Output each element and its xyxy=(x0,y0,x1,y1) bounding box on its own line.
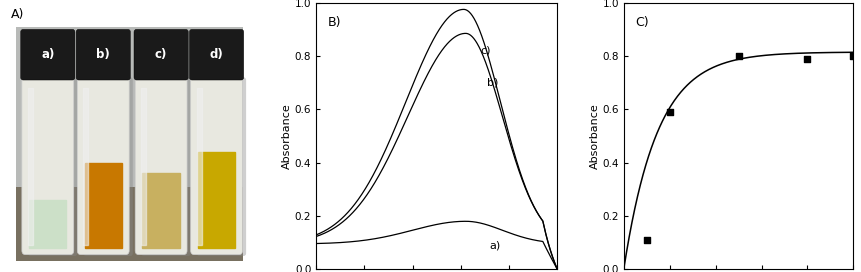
FancyBboxPatch shape xyxy=(133,29,188,80)
Bar xyxy=(29,200,66,248)
Point xyxy=(731,54,745,58)
Text: C): C) xyxy=(635,16,648,29)
Point xyxy=(639,238,653,242)
Y-axis label: Absorbance: Absorbance xyxy=(282,103,292,169)
FancyBboxPatch shape xyxy=(141,77,190,256)
Text: b): b) xyxy=(96,48,110,61)
FancyBboxPatch shape xyxy=(135,73,187,255)
Bar xyxy=(196,88,201,245)
Text: a): a) xyxy=(41,48,54,61)
Bar xyxy=(84,163,121,248)
FancyBboxPatch shape xyxy=(189,29,244,80)
FancyBboxPatch shape xyxy=(190,73,242,255)
Point xyxy=(846,54,859,58)
Bar xyxy=(198,152,235,248)
Bar xyxy=(15,27,242,261)
Bar xyxy=(28,88,33,245)
FancyBboxPatch shape xyxy=(21,29,75,80)
Y-axis label: Absorbance: Absorbance xyxy=(589,103,599,169)
Text: c): c) xyxy=(155,48,167,61)
FancyBboxPatch shape xyxy=(77,73,129,255)
Bar xyxy=(141,88,146,245)
FancyBboxPatch shape xyxy=(84,77,133,256)
Text: A): A) xyxy=(11,8,24,21)
Bar xyxy=(84,88,88,245)
Text: b): b) xyxy=(486,78,498,88)
Text: a): a) xyxy=(489,240,500,250)
FancyBboxPatch shape xyxy=(28,77,77,256)
Text: B): B) xyxy=(328,16,341,29)
FancyBboxPatch shape xyxy=(196,77,246,256)
Point xyxy=(662,110,676,114)
Bar xyxy=(142,173,180,248)
Text: d): d) xyxy=(209,48,223,61)
Point xyxy=(800,57,814,61)
FancyBboxPatch shape xyxy=(22,73,74,255)
Bar xyxy=(15,27,242,187)
FancyBboxPatch shape xyxy=(76,29,130,80)
Bar xyxy=(15,187,242,261)
Text: c): c) xyxy=(480,46,490,56)
